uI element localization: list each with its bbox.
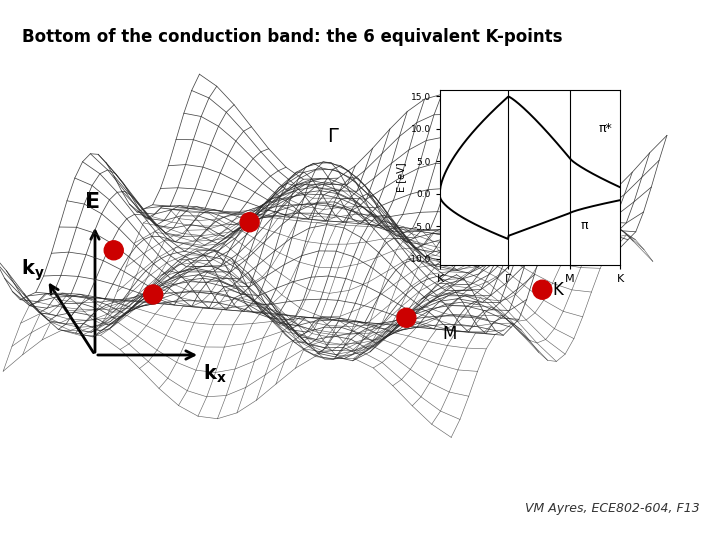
Text: E: E [86, 192, 101, 212]
Text: Bottom of the conduction band: the 6 equivalent K-points: Bottom of the conduction band: the 6 equ… [22, 28, 562, 46]
Text: Γ: Γ [328, 127, 338, 146]
Text: π: π [580, 219, 588, 232]
Text: k$_{\mathbf{y}}$: k$_{\mathbf{y}}$ [21, 257, 45, 283]
Text: K: K [487, 220, 498, 238]
Circle shape [240, 213, 259, 232]
Text: VM Ayres, ECE802-604, F13: VM Ayres, ECE802-604, F13 [526, 502, 700, 515]
Circle shape [533, 280, 552, 299]
Text: K: K [552, 281, 563, 299]
Y-axis label: E [eV]: E [eV] [396, 163, 406, 192]
Circle shape [144, 285, 163, 304]
Text: π*: π* [598, 122, 612, 135]
Circle shape [493, 236, 513, 255]
Circle shape [104, 241, 123, 260]
Text: M: M [443, 325, 457, 343]
Circle shape [397, 308, 416, 327]
Text: k$_{\mathbf{x}}$: k$_{\mathbf{x}}$ [203, 363, 227, 386]
